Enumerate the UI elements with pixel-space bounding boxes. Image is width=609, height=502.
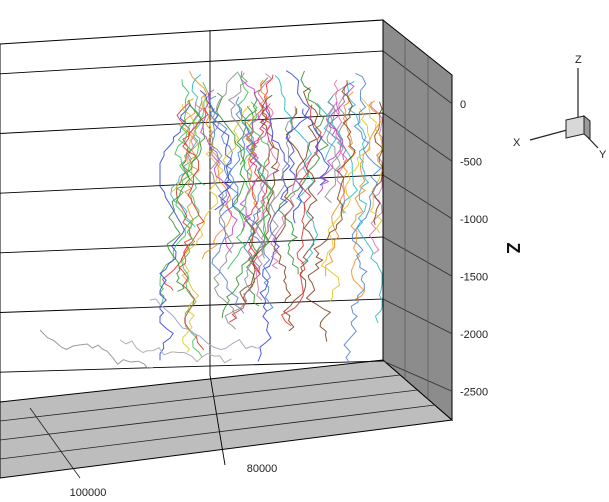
trajectory-series: [236, 77, 269, 165]
right-wall: [382, 18, 453, 422]
faint-trajectory: [119, 339, 232, 364]
z-gridline-side: [382, 112, 453, 162]
trajectory-series: [222, 105, 251, 170]
trajectory-series: [178, 107, 209, 351]
trajectory-series: [248, 101, 274, 259]
trajectory-series: [323, 95, 337, 162]
trajectory-series: [317, 101, 343, 196]
trajectory-series: [280, 104, 322, 327]
grid-lines: [0, 20, 453, 479]
x-tick-label: 80000: [247, 463, 278, 475]
trajectory-series: [285, 108, 308, 224]
z-gridline-side: [382, 236, 453, 277]
tick-labels: 0 -500 -1000 -1500 -2000 -2500 100000 80000: [70, 99, 489, 499]
trajectory-series: [273, 87, 319, 303]
z-tick-label: -1000: [460, 214, 488, 226]
trajectory-series: [161, 102, 193, 291]
floor-gridline: [0, 404, 435, 460]
trajectory-series: [343, 72, 382, 362]
floor-gridline: [29, 407, 81, 479]
trajectory-series: [245, 79, 268, 208]
trajectory-series: [305, 80, 356, 342]
back-wall: [0, 19, 384, 403]
trajectory-series: [270, 79, 339, 270]
trajectory-series: [254, 73, 281, 301]
triad-x-label: X: [513, 137, 521, 149]
series-group: [39, 70, 383, 370]
axis-triad: Z X Y: [513, 54, 607, 161]
z-gridline: [0, 174, 384, 194]
z-gridline: [0, 50, 384, 75]
triad-z-label: Z: [575, 54, 582, 66]
trajectory-series: [235, 96, 274, 312]
triad-y-label: Y: [599, 149, 607, 161]
z-gridline: [0, 360, 384, 373]
trajectory-series: [346, 81, 383, 324]
faint-trajectory: [149, 298, 262, 351]
trajectory-series: [199, 89, 238, 254]
trajectory-series: [371, 101, 383, 226]
z-tick-label: -2500: [460, 386, 488, 398]
trajectory-series: [159, 101, 203, 305]
faint-trajectory: [39, 329, 153, 370]
trajectory-series: [316, 102, 359, 214]
trajectory-series: [227, 72, 255, 270]
trajectory-series: [326, 82, 355, 161]
trajectory-series: [320, 108, 371, 302]
z-tick-label: 0: [460, 99, 466, 111]
trajectory-series: [216, 92, 259, 319]
trajectory-series: [257, 105, 291, 362]
z-gridline-side: [382, 360, 453, 392]
z-tick-label: -2000: [460, 329, 488, 341]
z-gridline: [0, 298, 384, 313]
trajectory-series: [368, 101, 383, 255]
trajectory-series: [285, 70, 330, 186]
trajectory-series: [360, 96, 383, 234]
z-gridline-side: [382, 298, 453, 335]
floor-gridline: [0, 374, 401, 422]
trajectory-series: [159, 104, 191, 361]
trajectory-series: [209, 108, 234, 212]
x-tick-label: 100000: [70, 487, 107, 499]
z-gridline-side: [382, 174, 453, 220]
trajectory-series: [274, 74, 319, 265]
trajectory-series: [282, 108, 318, 332]
trajectory-series: [227, 72, 279, 320]
trajectory-series: [174, 79, 203, 358]
z-tick-label: -1500: [460, 271, 488, 283]
x-gridline-floor: [209, 374, 226, 466]
trajectory-series: [208, 71, 239, 330]
z-gridline-side: [382, 50, 453, 105]
trajectory-series: [324, 109, 341, 204]
floor-gridline: [0, 389, 418, 441]
trajectory-series: [350, 100, 381, 300]
trajectory-series: [331, 86, 349, 173]
trajectory-series: [166, 99, 206, 292]
z-tick-label: -500: [460, 156, 482, 168]
z-axis-label: Z: [503, 243, 523, 254]
